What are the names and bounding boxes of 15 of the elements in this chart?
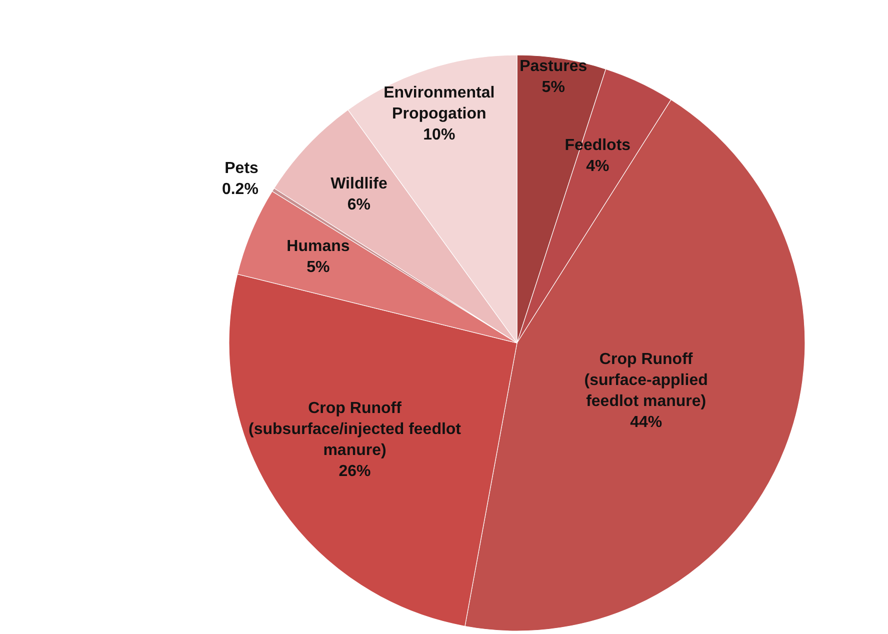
slice-label: Pets	[224, 160, 259, 177]
data-label: 0.2%	[222, 180, 258, 198]
slice-label: Pastures	[520, 57, 588, 74]
data-label: 4%	[586, 158, 610, 175]
slice-label: Humans	[286, 237, 350, 254]
data-label: 44%	[630, 413, 662, 430]
slice-label: Crop Runoff (surface-applied feedlot manure)	[584, 350, 708, 410]
slice-label: Wildlife	[330, 174, 388, 192]
data-label: 26%	[338, 462, 371, 480]
data-label: 6%	[347, 196, 371, 213]
data-label: 5%	[306, 258, 330, 276]
data-label: 10%	[423, 126, 456, 143]
slice-label: Environmental Propogation	[384, 84, 495, 122]
slice-label: Crop Runoff (subsurface/injected feedlot manure)	[248, 400, 462, 459]
data-label: 5%	[542, 78, 565, 96]
